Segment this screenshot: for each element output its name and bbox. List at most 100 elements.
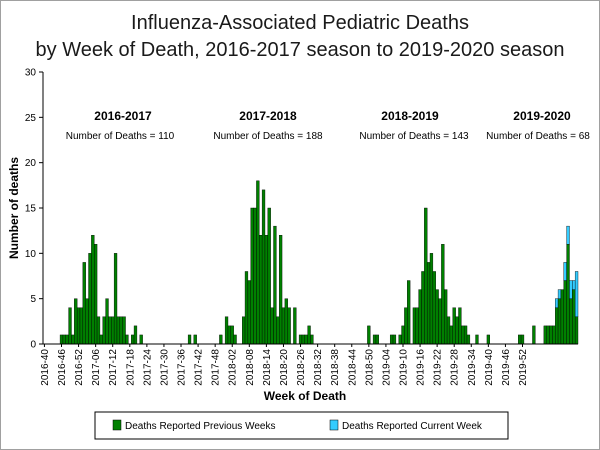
x-tick-label-2017-06: 2017-06 [91,349,102,386]
season-label-2016-2017: 2016-2017 [94,109,152,123]
bar-previous-week-94 [310,334,314,345]
legend-swatch-current [329,419,339,431]
bar-previous-week-141 [444,289,448,345]
bar-previous-week-177 [546,325,550,345]
bar-previous-week-125 [398,334,402,345]
bar-previous-week-83 [279,234,283,345]
x-axis-label: Week of Death [264,389,346,403]
x-tick-label-2018-32: 2018-32 [313,349,324,386]
x-tick-label-2019-10: 2019-10 [398,349,409,386]
x-axis-ticks: 2016-40 2016-46 2016-52 2017-06 2017-12 2017-… [40,344,529,386]
bar-previous-week-85 [284,298,288,345]
legend-label-previous: Deaths Reported Previous Weeks [125,421,275,432]
bar-previous-week-72 [247,280,251,345]
x-tick-label-2017-36: 2017-36 [177,349,188,386]
y-tick-label-0: 0 [30,340,36,351]
bar-previous-week-135 [426,262,431,345]
bar-previous-week-10 [71,334,75,345]
bar-previous-week-73 [250,207,254,345]
bar-previous-week-132 [418,289,422,345]
x-tick-label-2018-20: 2018-20 [279,349,290,386]
y-tick-label-20: 20 [25,158,37,169]
legend-swatch-previous [112,419,122,431]
bar-previous-week-6 [59,334,64,345]
bar-previous-week-8 [65,334,69,345]
bar-previous-week-24 [111,316,115,345]
y-tick-label-10: 10 [25,249,37,260]
bar-previous-week-179 [552,325,556,345]
bar-previous-week-16 [88,253,92,345]
x-tick-label-2016-52: 2016-52 [74,349,85,386]
bar-previous-week-66 [230,325,234,345]
bar-previous-week-139 [438,298,442,345]
bar-previous-week-15 [85,298,89,345]
x-tick-label-2017-12: 2017-12 [108,349,119,386]
bar-previous-week-128 [407,280,411,345]
bar-previous-week-126 [401,325,405,345]
bar-previous-week-71 [244,271,249,345]
legend: Deaths Reported Previous Weeks Deaths Re… [94,411,509,440]
bar-previous-week-168 [520,334,525,345]
bar-previous-week-146 [458,307,462,345]
bar-previous-week-156 [486,334,490,345]
bar-previous-week-92 [304,334,308,345]
bar-previous-week-78 [264,234,269,345]
bar-previous-week-131 [415,307,419,345]
bar-previous-week-137 [432,271,436,345]
bar-previous-week-144 [452,307,456,345]
bar-previous-week-53 [193,334,197,345]
bar-previous-week-178 [549,325,553,345]
bar-previous-week-32 [133,325,138,345]
season-label-2019-2020: 2019-2020 [513,109,571,123]
bar-previous-week-123 [392,334,397,345]
y-tick-label-5: 5 [30,294,36,305]
chart-title-line-1: Influenza-Associated Pediatric Deaths [131,12,469,34]
x-tick-label-2018-50: 2018-50 [364,349,375,386]
x-tick-label-2019-22: 2019-22 [433,349,444,386]
x-tick-label-2018-26: 2018-26 [296,349,307,386]
bar-previous-week-81 [273,225,277,345]
bar-previous-week-114 [367,325,371,345]
bar-current-week-187 [574,271,579,318]
bar-current-week-183 [563,262,567,281]
bar-current-week-180 [555,298,559,308]
season-label-2018-2019: 2018-2019 [381,109,439,123]
bar-previous-week-140 [441,244,445,345]
season-deaths-2017-2018: Number of Deaths = 188 [213,131,323,142]
x-tick-label-2018-08: 2018-08 [245,349,256,386]
bar-previous-week-20 [99,334,103,345]
bar-current-week-184 [566,225,570,245]
bar-previous-week-11 [74,298,78,345]
bar-previous-week-31 [131,334,135,345]
y-axis-ticks: 0 5 10 15 20 25 30 [25,68,43,351]
y-tick-label-25: 25 [25,113,37,124]
bar-current-week-186 [572,280,576,290]
bar-previous-week-180 [555,307,559,345]
bar-previous-week-176 [543,325,547,345]
season-deaths-2016-2017: Number of Deaths = 110 [66,131,175,142]
season-deaths-2018-2019: Number of Deaths = 143 [359,131,469,142]
bar-previous-week-74 [253,207,257,345]
x-tick-label-2019-34: 2019-34 [467,349,478,386]
bar-previous-week-12 [76,307,81,345]
bar-previous-week-70 [241,316,246,345]
y-tick-label-30: 30 [25,68,37,79]
bar-previous-week-13 [79,307,84,345]
bar-previous-week-29 [125,334,129,345]
bar-previous-week-136 [429,253,434,345]
bar-current-week-185 [569,280,573,299]
bar-current-week-181 [557,289,562,299]
bar-previous-week-34 [139,334,143,345]
bar-previous-week-79 [267,207,271,345]
bar-previous-week-86 [287,307,291,345]
bar-previous-week-64 [224,316,229,345]
x-tick-label-2019-28: 2019-28 [450,349,461,386]
bar-previous-week-77 [261,189,266,345]
bar-previous-week-88 [293,307,297,345]
bar-previous-week-76 [259,234,263,345]
bar-previous-week-90 [298,334,303,345]
bar-previous-week-185 [569,298,573,345]
x-tick-label-2017-24: 2017-24 [142,349,153,386]
bar-previous-week-182 [560,289,564,345]
